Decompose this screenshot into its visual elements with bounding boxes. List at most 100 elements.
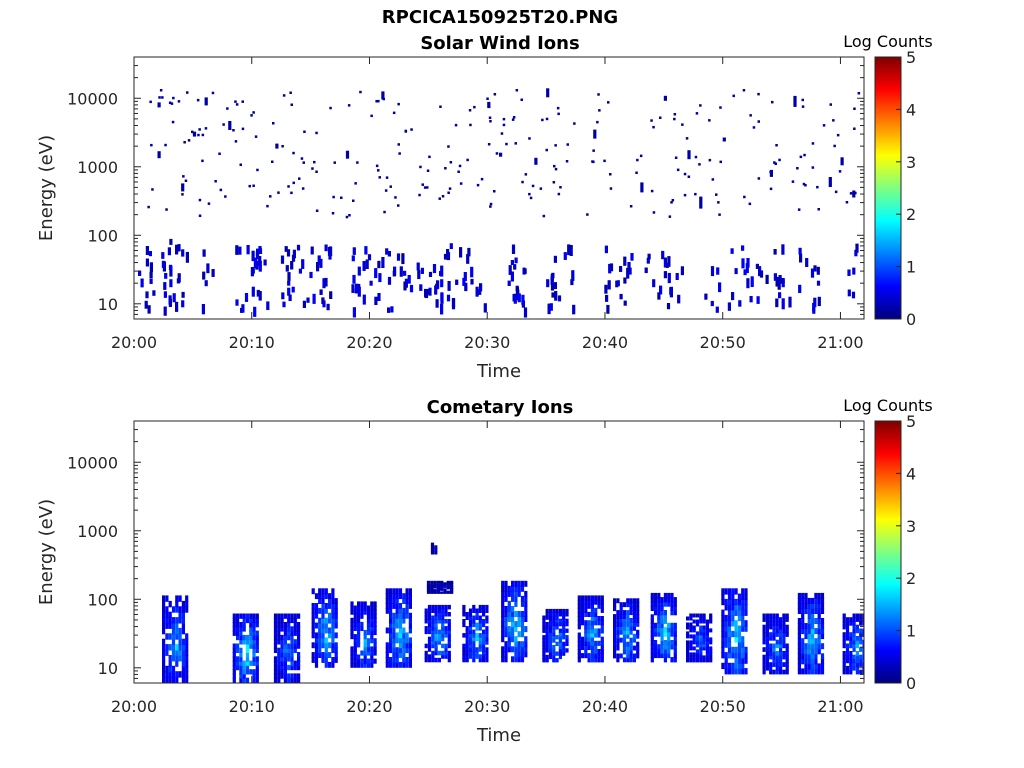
- data-cell: [552, 608, 556, 614]
- data-point: [446, 294, 451, 302]
- data-cell: [392, 612, 396, 619]
- data-cell: [657, 597, 661, 603]
- data-point: [271, 160, 274, 163]
- data-cell: [232, 664, 236, 671]
- data-cell: [398, 588, 403, 595]
- data-cell: [724, 630, 728, 638]
- data-point: [508, 265, 512, 275]
- data-point: [708, 119, 711, 122]
- data-cell: [408, 637, 412, 644]
- data-cell: [811, 633, 815, 640]
- data-cell: [545, 612, 549, 617]
- data-point: [552, 181, 556, 184]
- data-point: [451, 298, 456, 308]
- data-cell: [434, 640, 438, 645]
- data-cell: [472, 657, 476, 663]
- data-cell: [619, 625, 623, 631]
- data-point: [432, 264, 437, 274]
- data-cell: [311, 642, 315, 649]
- data-cell: [249, 660, 253, 666]
- data-cell: [741, 641, 745, 648]
- data-point: [287, 287, 291, 296]
- data-point: [288, 294, 292, 302]
- data-cell: [485, 654, 489, 659]
- data-cell: [444, 619, 448, 624]
- data-cell: [468, 619, 473, 624]
- data-cell: [424, 629, 428, 635]
- data-cell: [670, 601, 674, 607]
- data-cell: [297, 630, 301, 636]
- data-cell: [622, 621, 627, 627]
- data-cell: [424, 654, 428, 659]
- data-cell: [653, 610, 658, 616]
- data-cell: [444, 633, 448, 638]
- data-point: [512, 116, 516, 119]
- data-point: [695, 112, 699, 115]
- data-cell: [472, 622, 476, 628]
- data-cell: [318, 642, 322, 649]
- data-cell: [465, 636, 469, 642]
- data-point: [756, 296, 760, 304]
- data-cell: [511, 646, 515, 653]
- data-cell: [370, 658, 374, 664]
- data-cell: [866, 666, 869, 671]
- data-cell: [314, 593, 319, 600]
- data-point: [670, 201, 673, 204]
- data-cell: [318, 622, 322, 629]
- data-point: [459, 182, 463, 185]
- data-point: [569, 245, 573, 256]
- data-cell: [562, 625, 566, 630]
- data-cell: [485, 640, 489, 645]
- data-cell: [431, 654, 435, 659]
- data-cell: [741, 593, 745, 600]
- data-cell: [782, 621, 786, 626]
- data-cell: [657, 605, 661, 611]
- data-cell: [255, 617, 259, 624]
- data-cell: [395, 593, 399, 600]
- data-cell: [660, 627, 664, 633]
- data-point: [417, 270, 421, 280]
- data-cell: [252, 669, 256, 675]
- data-cell: [318, 632, 322, 639]
- data-cell: [277, 673, 281, 679]
- data-point: [303, 130, 306, 133]
- data-cell: [859, 621, 863, 626]
- data-point: [248, 184, 251, 188]
- data-cell: [293, 647, 297, 653]
- data-cell: [392, 652, 396, 658]
- data-cell: [446, 585, 450, 588]
- data-point: [748, 202, 752, 206]
- data-point: [275, 143, 279, 149]
- data-cell: [584, 620, 588, 626]
- data-cell: [842, 643, 846, 649]
- data-point: [375, 164, 379, 168]
- data-cell: [472, 650, 476, 656]
- x-tick-label: 20:10: [229, 333, 275, 352]
- data-cell: [181, 622, 185, 629]
- data-point: [757, 120, 760, 123]
- data-cell: [398, 612, 403, 619]
- data-cell: [626, 653, 630, 659]
- data-cell: [845, 669, 850, 675]
- data-cell: [587, 628, 591, 634]
- data-cell: [501, 600, 505, 607]
- data-cell: [807, 668, 811, 675]
- data-point: [513, 264, 517, 270]
- data-cell: [699, 658, 703, 663]
- data-cell: [804, 648, 808, 655]
- data-cell: [283, 626, 287, 632]
- data-cell: [667, 622, 671, 629]
- data-cell: [552, 648, 556, 653]
- data-cell: [590, 657, 594, 663]
- data-cell: [245, 643, 250, 649]
- data-cell: [273, 634, 278, 641]
- data-cell: [801, 592, 805, 599]
- data-cell: [165, 644, 169, 651]
- data-cell: [542, 654, 546, 660]
- data-cell: [866, 659, 869, 664]
- data-cell: [293, 626, 297, 632]
- data-cell: [555, 615, 559, 620]
- data-cell: [584, 599, 588, 605]
- data-cell: [324, 647, 328, 654]
- data-cell: [283, 673, 287, 679]
